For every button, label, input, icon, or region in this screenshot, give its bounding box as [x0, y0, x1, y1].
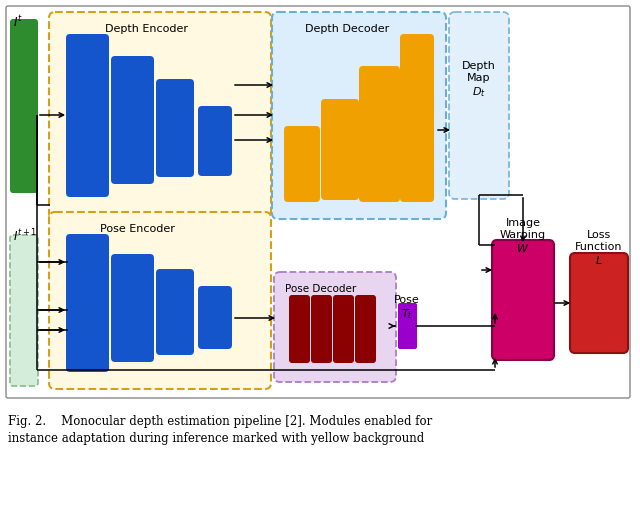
- FancyBboxPatch shape: [6, 6, 630, 398]
- Text: Depth Decoder: Depth Decoder: [305, 24, 389, 34]
- FancyBboxPatch shape: [359, 66, 400, 202]
- Text: Pose Encoder: Pose Encoder: [100, 224, 175, 234]
- Text: instance adaptation during inference marked with yellow background: instance adaptation during inference mar…: [8, 432, 424, 445]
- FancyBboxPatch shape: [284, 126, 320, 202]
- FancyBboxPatch shape: [111, 254, 154, 362]
- FancyBboxPatch shape: [311, 295, 332, 363]
- Text: Depth Encoder: Depth Encoder: [105, 24, 188, 34]
- FancyBboxPatch shape: [111, 56, 154, 184]
- FancyBboxPatch shape: [400, 34, 434, 202]
- FancyBboxPatch shape: [10, 19, 38, 193]
- FancyBboxPatch shape: [321, 99, 359, 200]
- Text: $I^{t+1}$: $I^{t+1}$: [13, 228, 37, 244]
- Text: Image
Warping
$W$: Image Warping $W$: [500, 218, 546, 254]
- FancyBboxPatch shape: [398, 303, 417, 349]
- FancyBboxPatch shape: [274, 272, 396, 382]
- Text: Fig. 2.    Monocular depth estimation pipeline [2]. Modules enabled for: Fig. 2. Monocular depth estimation pipel…: [8, 415, 432, 428]
- FancyBboxPatch shape: [289, 295, 310, 363]
- FancyBboxPatch shape: [355, 295, 376, 363]
- FancyBboxPatch shape: [449, 12, 509, 199]
- FancyBboxPatch shape: [198, 286, 232, 349]
- FancyBboxPatch shape: [49, 212, 271, 389]
- Text: $I^t$: $I^t$: [13, 14, 23, 30]
- FancyBboxPatch shape: [492, 240, 554, 360]
- Text: Pose Decoder: Pose Decoder: [285, 284, 356, 294]
- FancyBboxPatch shape: [156, 269, 194, 355]
- Text: Depth
Map
$D_t$: Depth Map $D_t$: [462, 61, 496, 99]
- FancyBboxPatch shape: [10, 235, 38, 386]
- Text: Pose
$T_t$: Pose $T_t$: [394, 295, 420, 321]
- FancyBboxPatch shape: [66, 34, 109, 197]
- FancyBboxPatch shape: [333, 295, 354, 363]
- FancyBboxPatch shape: [570, 253, 628, 353]
- FancyBboxPatch shape: [272, 12, 446, 219]
- Text: Loss
Function
$L$: Loss Function $L$: [575, 230, 623, 266]
- FancyBboxPatch shape: [156, 79, 194, 177]
- FancyBboxPatch shape: [198, 106, 232, 176]
- FancyBboxPatch shape: [66, 234, 109, 372]
- FancyBboxPatch shape: [49, 12, 271, 219]
